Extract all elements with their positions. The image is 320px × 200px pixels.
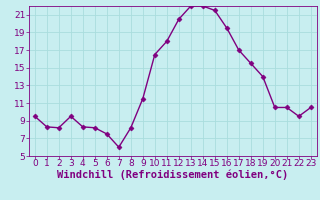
- X-axis label: Windchill (Refroidissement éolien,°C): Windchill (Refroidissement éolien,°C): [57, 170, 288, 180]
